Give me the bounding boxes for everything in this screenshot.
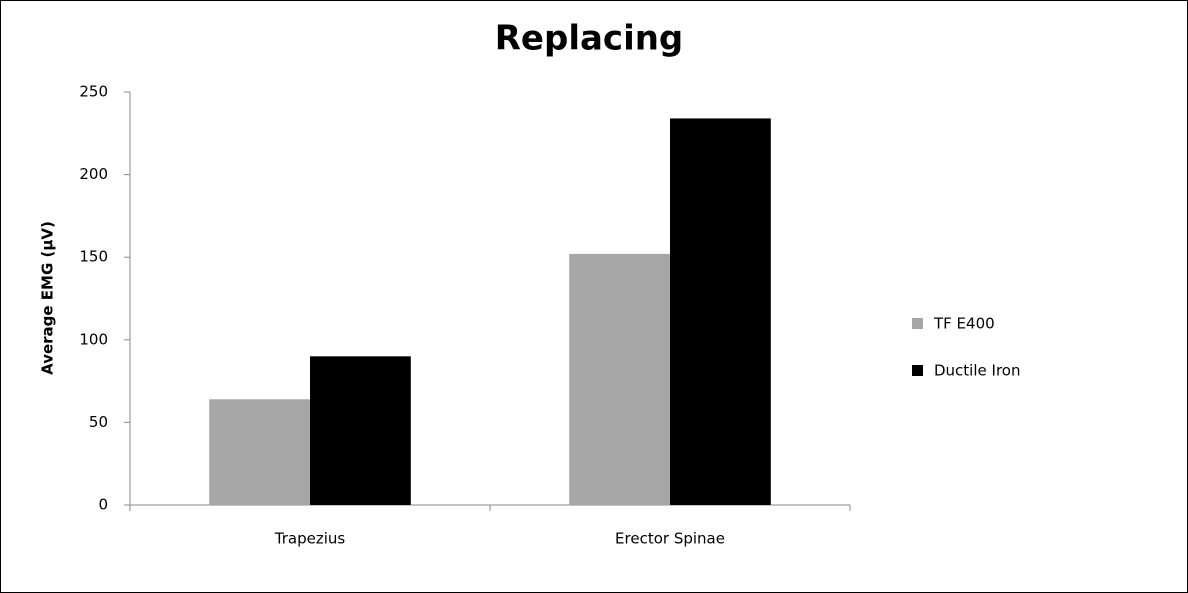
y-tick-label: 50 [89, 413, 108, 431]
y-axis-label: Average EMG (µV) [39, 221, 57, 375]
bar [310, 356, 411, 505]
legend-label: TF E400 [933, 315, 995, 333]
legend-swatch [912, 318, 923, 329]
y-tick-label: 200 [79, 165, 108, 183]
legend-label: Ductile Iron [934, 362, 1020, 380]
y-tick-label: 100 [79, 330, 108, 348]
chart-title: Replacing [495, 19, 684, 59]
bar [569, 253, 670, 505]
bar [670, 118, 771, 505]
legend-swatch [912, 365, 923, 376]
bar [209, 399, 310, 505]
y-tick-label: 250 [79, 83, 108, 101]
x-tick-label: Trapezius [274, 530, 346, 548]
y-tick-label: 150 [79, 248, 108, 266]
y-tick-label: 0 [98, 496, 108, 514]
x-tick-label: Erector Spinae [615, 530, 725, 548]
